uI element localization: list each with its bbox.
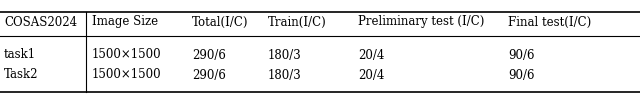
Text: Total(I/C): Total(I/C) [192,15,248,28]
Text: 290/6: 290/6 [192,69,226,82]
Text: COSAS2024: COSAS2024 [4,15,77,28]
Text: task1: task1 [4,48,36,61]
Text: 20/4: 20/4 [358,48,385,61]
Text: Preliminary test (I/C): Preliminary test (I/C) [358,15,484,28]
Text: Train(I/C): Train(I/C) [268,15,327,28]
Text: 1500×1500: 1500×1500 [92,48,162,61]
Text: Final test(I/C): Final test(I/C) [508,15,591,28]
Text: 290/6: 290/6 [192,48,226,61]
Text: Task2: Task2 [4,69,38,82]
Text: 180/3: 180/3 [268,69,301,82]
Text: 90/6: 90/6 [508,69,534,82]
Text: 20/4: 20/4 [358,69,385,82]
Text: 180/3: 180/3 [268,48,301,61]
Text: 90/6: 90/6 [508,48,534,61]
Text: 1500×1500: 1500×1500 [92,69,162,82]
Text: Image Size: Image Size [92,15,158,28]
